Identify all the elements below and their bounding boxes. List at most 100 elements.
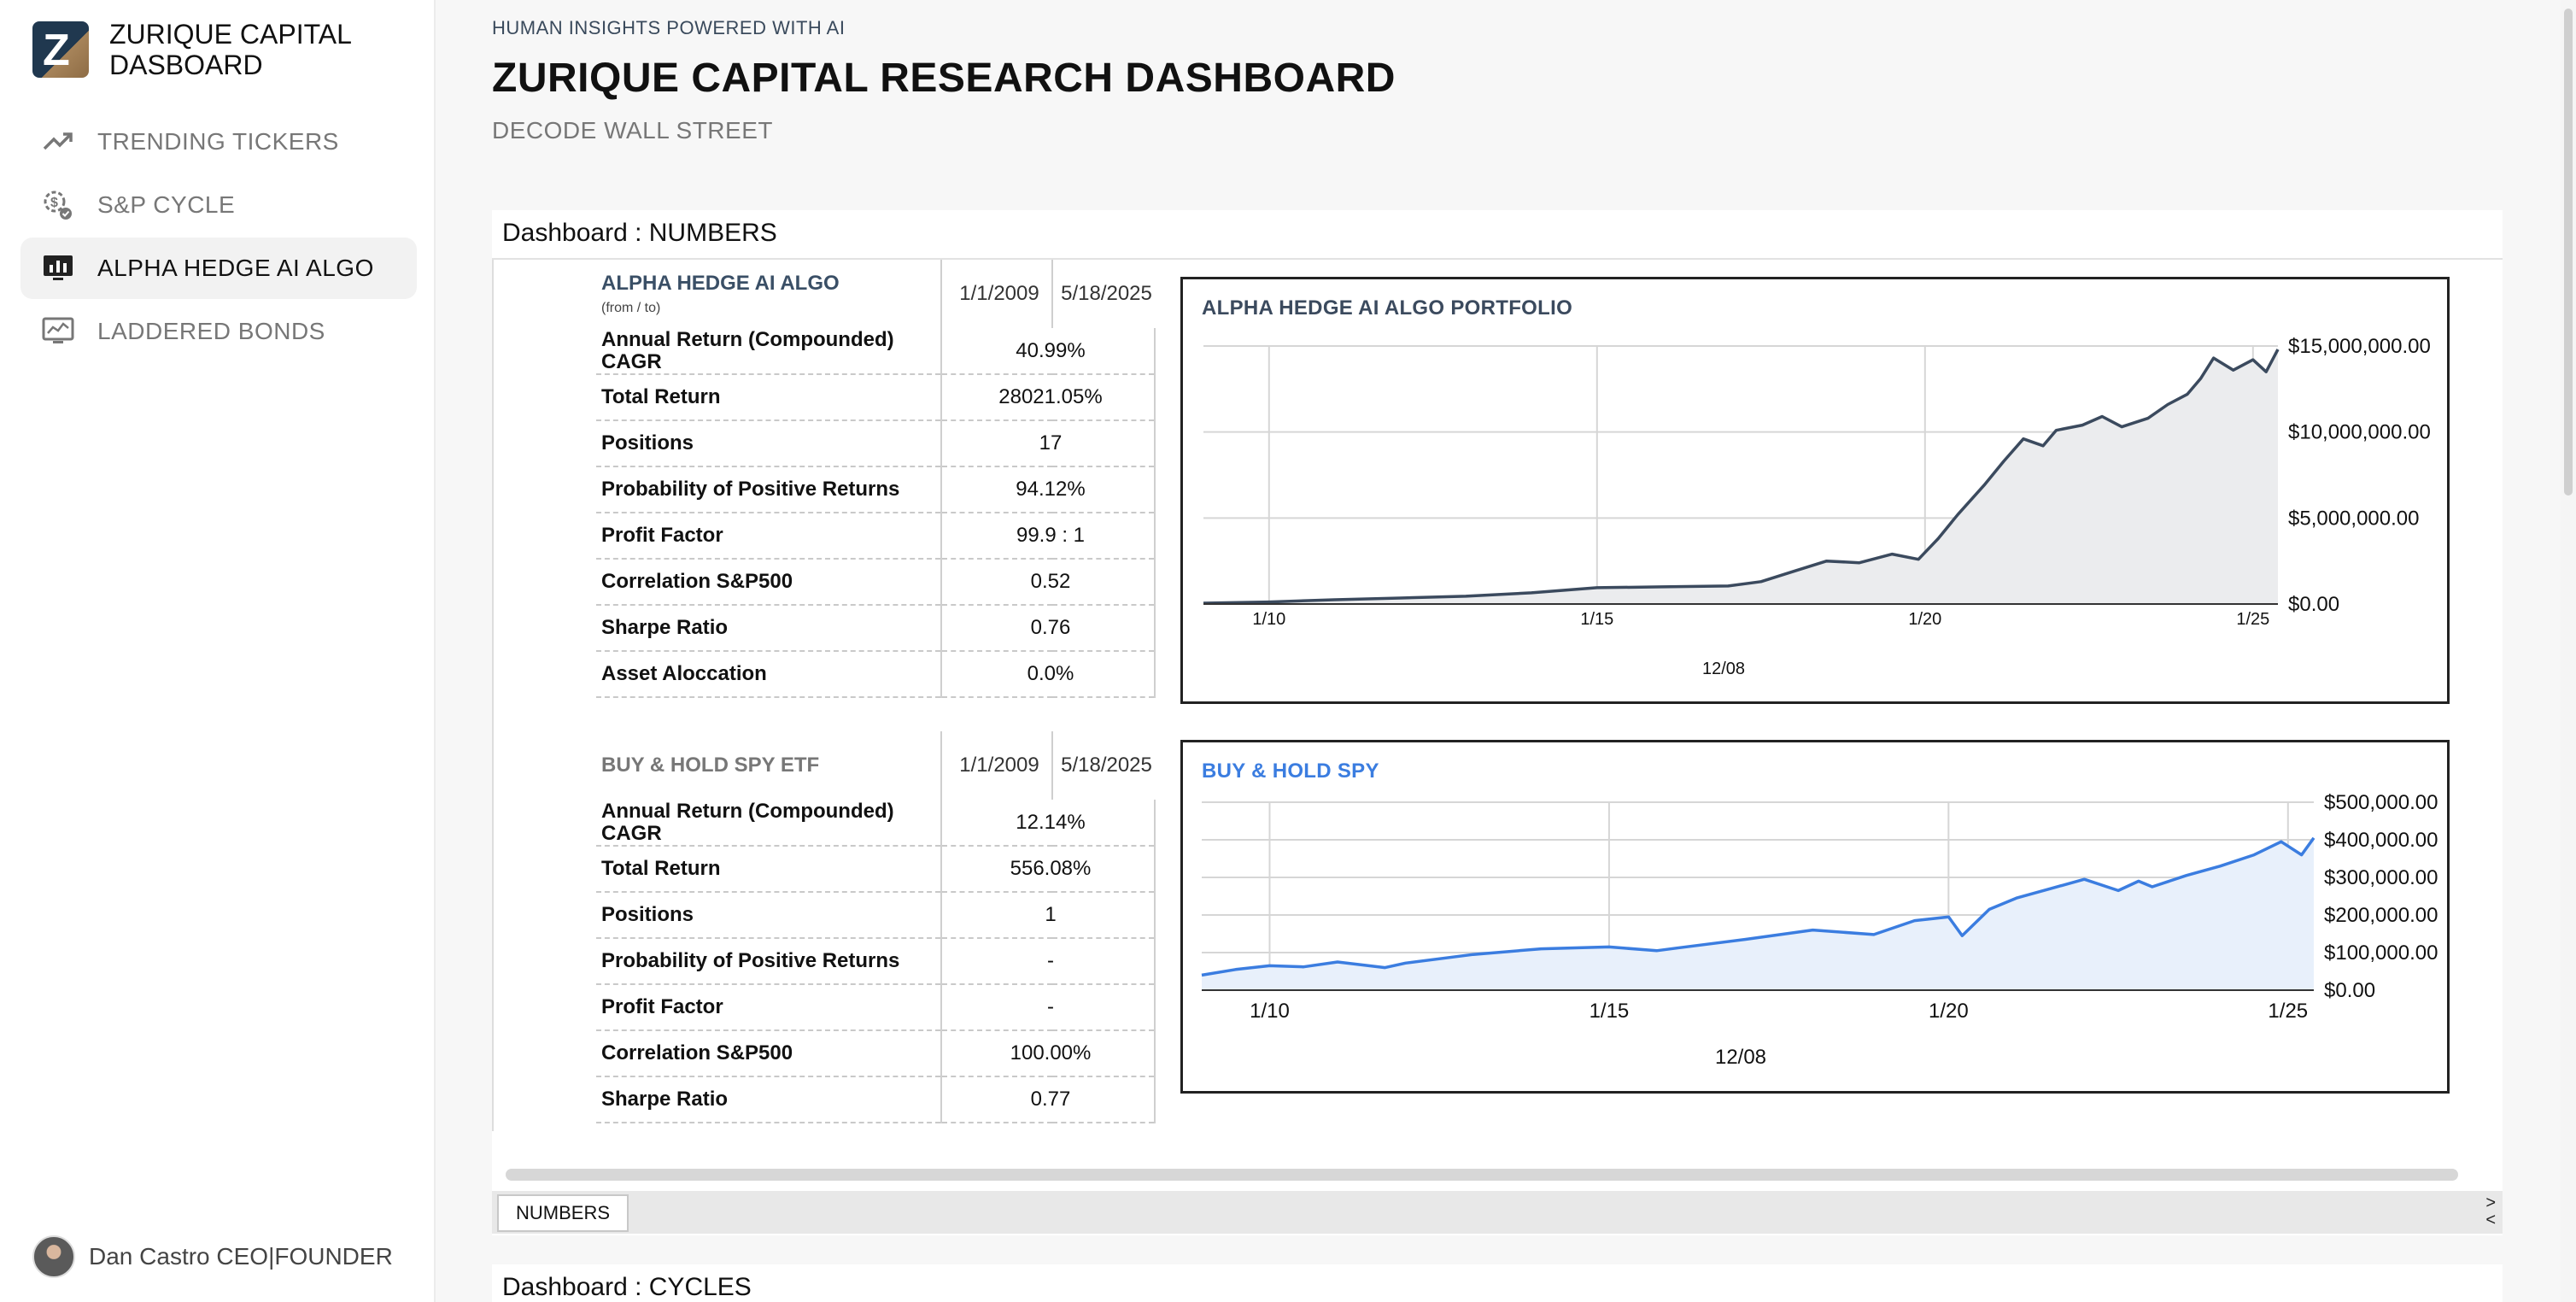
user-profile[interactable]: Dan Castro CEO|FOUNDER	[32, 1235, 393, 1278]
spy-metrics-table: BUY & HOLD SPY ETF 1/1/2009 5/18/2025 An…	[596, 731, 1156, 1123]
metric-row: Annual Return (Compounded) CAGR 12.14%	[596, 800, 1156, 847]
metric-label: Asset Aloccation	[596, 651, 941, 698]
brand-title-line1: ZURIQUE CAPITAL	[109, 19, 352, 50]
page-header: HUMAN INSIGHTS POWERED WITH AI ZURIQUE C…	[492, 17, 1396, 144]
brand[interactable]: Z ZURIQUE CAPITAL DASBOARD	[32, 19, 352, 80]
sidebar-item-label: TRENDING TICKERS	[97, 128, 339, 155]
sidebar-nav: TRENDING TICKERS $ S&P CYCLE ALPHA HEDGE…	[20, 111, 417, 364]
metric-label: Sharpe Ratio	[596, 605, 941, 652]
cycle-icon: $	[39, 186, 77, 224]
y-tick-label: $400,000.00	[2324, 829, 2438, 852]
y-tick-label: $100,000.00	[2324, 941, 2438, 965]
y-tick-label: $0.00	[2324, 979, 2375, 1002]
avatar	[32, 1235, 75, 1278]
series-line	[1201, 836, 2315, 977]
sidebar-item-label: S&P CYCLE	[97, 191, 236, 218]
metric-row: Probability of Positive Returns -	[596, 938, 1156, 985]
metric-label: Correlation S&P500	[596, 559, 941, 606]
trending-up-icon	[39, 123, 77, 161]
metric-label: Sharpe Ratio	[596, 1076, 941, 1123]
y-tick-label: $300,000.00	[2324, 866, 2438, 889]
metric-label: Annual Return (Compounded) CAGR	[596, 328, 941, 375]
panel-title-cycles: Dashboard : CYCLES	[502, 1273, 752, 1301]
brand-title: ZURIQUE CAPITAL DASBOARD	[109, 19, 352, 80]
x-tick-label: 1/25	[2236, 610, 2269, 629]
metric-value: 556.08%	[940, 846, 1156, 893]
metric-label: Profit Factor	[596, 984, 941, 1031]
sidebar-item-laddered-bonds[interactable]: LADDERED BONDS	[20, 301, 417, 362]
metric-value: 100.00%	[940, 1030, 1156, 1077]
page-subtitle: DECODE WALL STREET	[492, 117, 773, 144]
metric-label: Total Return	[596, 846, 941, 893]
y-tick-label: $15,000,000.00	[2288, 335, 2431, 358]
brand-title-line2: DASBOARD	[109, 50, 263, 80]
algo-table-body: Annual Return (Compounded) CAGR 40.99% Tot…	[596, 328, 1156, 698]
page-scrollbar-thumb[interactable]	[2564, 9, 2573, 496]
algo-table-title-text: ALPHA HEDGE AI ALGO	[601, 272, 840, 295]
spy-chart-title: BUY & HOLD SPY	[1202, 760, 1379, 783]
y-tick-label: $0.00	[2288, 593, 2339, 616]
metric-row: Asset Aloccation 0.0%	[596, 651, 1156, 698]
panel-divider	[492, 258, 2503, 260]
horizontal-scrollbar[interactable]	[506, 1169, 2458, 1181]
sidebar-item-sp-cycle[interactable]: $ S&P CYCLE	[20, 174, 417, 236]
sidebar-item-label: LADDERED BONDS	[97, 318, 325, 344]
page-scrollbar[interactable]	[2561, 0, 2576, 1302]
x-tick-label: 1/15	[1580, 610, 1613, 629]
page-title: ZURIQUE CAPITAL RESEARCH DASHBOARD	[492, 56, 1396, 101]
metric-row: Profit Factor 99.9 : 1	[596, 513, 1156, 560]
metric-row: Positions 1	[596, 892, 1156, 939]
series-line	[1203, 349, 2280, 605]
metric-row: Sharpe Ratio 0.77	[596, 1076, 1156, 1123]
metric-value: 0.76	[940, 605, 1156, 652]
spy-table-header: BUY & HOLD SPY ETF 1/1/2009 5/18/2025	[596, 731, 1155, 800]
x-tick-label: 1/25	[2268, 1000, 2308, 1023]
metric-row: Sharpe Ratio 0.76	[596, 605, 1156, 652]
x-tick-label: 1/20	[1929, 1000, 1969, 1023]
x-axis-title: 12/08	[1715, 1046, 1766, 1069]
sidebar: Z ZURIQUE CAPITAL DASBOARD TRENDING TICK…	[0, 0, 436, 1302]
tab-numbers[interactable]: NUMBERS	[497, 1194, 629, 1232]
svg-text:$: $	[50, 196, 58, 210]
y-tick-label: $5,000,000.00	[2288, 507, 2419, 530]
series-area	[1202, 837, 2314, 990]
algo-to-date: 5/18/2025	[1051, 260, 1155, 328]
metric-value: 0.77	[940, 1076, 1156, 1123]
x-tick-label: 1/10	[1252, 610, 1285, 629]
metric-value: 0.0%	[940, 651, 1156, 698]
spy-chart: BUY & HOLD SPY $500,000.00 $400,000.00 $30…	[1180, 740, 2450, 1094]
y-tick-label: $200,000.00	[2324, 904, 2438, 927]
chart-monitor-icon	[39, 249, 77, 287]
metric-row: Profit Factor -	[596, 984, 1156, 1031]
analytics-monitor-icon	[39, 313, 77, 350]
algo-from-date: 1/1/2009	[940, 260, 1053, 328]
algo-chart-svg: $15,000,000.00 $10,000,000.00 $5,000,000.0…	[1203, 335, 2431, 678]
metric-value: 12.14%	[940, 800, 1156, 847]
metric-label: Positions	[596, 420, 941, 467]
algo-portfolio-chart: ALPHA HEDGE AI ALGO PORTFOLIO $15,000,00…	[1180, 277, 2450, 704]
sidebar-item-trending-tickers[interactable]: TRENDING TICKERS	[20, 111, 417, 173]
metric-label: Correlation S&P500	[596, 1030, 941, 1077]
user-name: Dan Castro CEO|FOUNDER	[89, 1243, 393, 1270]
algo-metrics-table: ALPHA HEDGE AI ALGO (from / to) 1/1/2009…	[596, 260, 1156, 698]
metric-value: 1	[940, 892, 1156, 939]
algo-chart-title: ALPHA HEDGE AI ALGO PORTFOLIO	[1202, 296, 1573, 320]
metric-value: 0.52	[940, 559, 1156, 606]
metric-row: Correlation S&P500 0.52	[596, 559, 1156, 606]
metric-row: Probability of Positive Returns 94.12%	[596, 466, 1156, 513]
page-kicker: HUMAN INSIGHTS POWERED WITH AI	[492, 17, 846, 38]
sidebar-item-alpha-hedge[interactable]: ALPHA HEDGE AI ALGO	[20, 238, 417, 299]
dashboard-numbers-panel: Dashboard : NUMBERS ALPHA HEDGE AI ALGO …	[492, 210, 2503, 1235]
tab-scroll-arrows[interactable]: > <	[2485, 1194, 2496, 1229]
metric-label: Positions	[596, 892, 941, 939]
algo-table-header: ALPHA HEDGE AI ALGO (from / to) 1/1/2009…	[596, 260, 1155, 328]
metric-row: Correlation S&P500 100.00%	[596, 1030, 1156, 1077]
metric-value: -	[940, 984, 1156, 1031]
spy-chart-svg: $500,000.00 $400,000.00 $300,000.00 $200,00…	[1201, 791, 2438, 1069]
metric-label: Total Return	[596, 374, 941, 421]
spy-table-title: BUY & HOLD SPY ETF	[601, 754, 820, 777]
spy-from-date: 1/1/2009	[940, 731, 1053, 800]
metric-label: Annual Return (Compounded) CAGR	[596, 800, 941, 847]
metric-value: 28021.05%	[940, 374, 1156, 421]
metric-value: -	[940, 938, 1156, 985]
